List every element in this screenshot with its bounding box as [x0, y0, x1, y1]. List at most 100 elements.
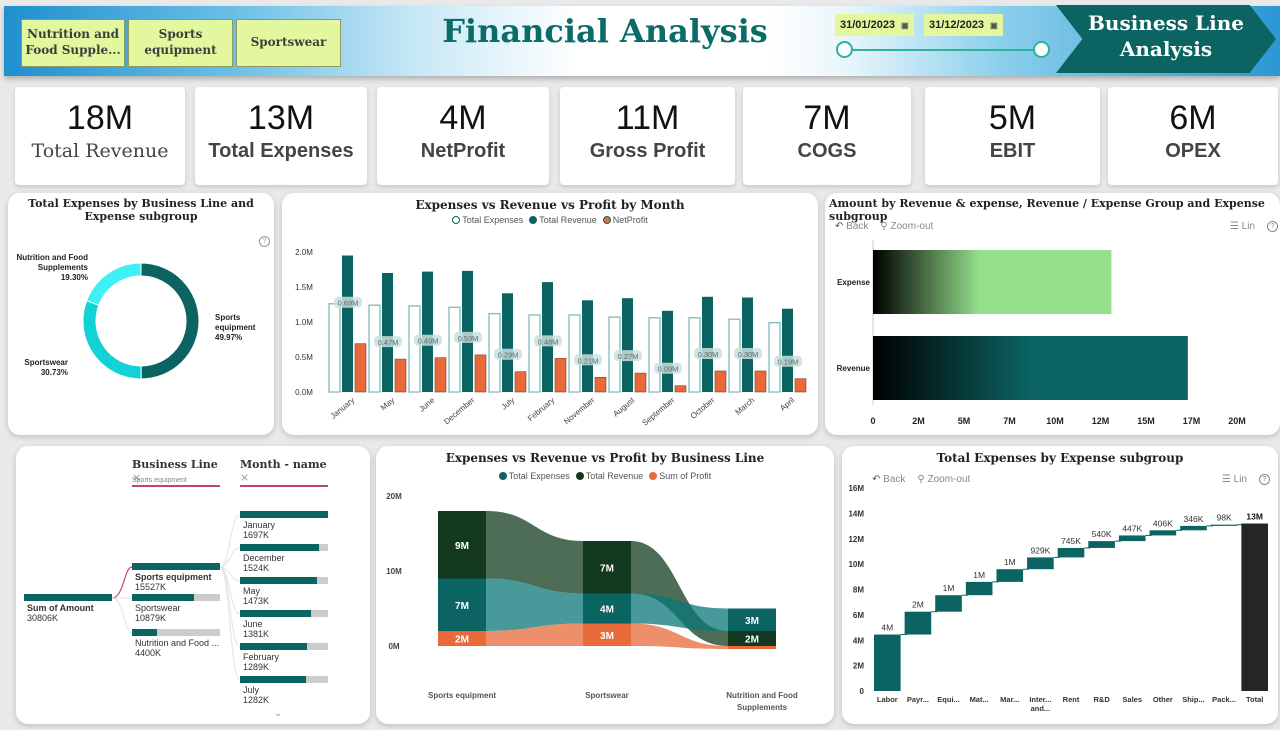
expense-bar	[368, 304, 381, 393]
legend-item[interactable]: Sum of Profit	[649, 471, 711, 481]
kpi-label: OPEX	[1165, 140, 1221, 162]
revenue-bar	[382, 273, 393, 392]
end-date-input[interactable]: 31/12/2023 ▣	[924, 14, 1003, 36]
x-tick-label: January	[329, 396, 357, 421]
node-value: 1473K	[243, 596, 270, 607]
data-label-bg	[414, 334, 442, 346]
node-name: Sum of Amount	[27, 603, 94, 613]
legend-item[interactable]: NetProfit	[602, 215, 648, 225]
month-node[interactable]	[240, 676, 328, 683]
legend-marker	[649, 472, 658, 480]
month-chart-panel: Expenses vs Revenue vs Profit by Month T…	[282, 193, 818, 435]
ribbon-chart: 0M 10M 20M 2M 7M 9M 3M 4M 7M 3M 2M Sports equipment…	[386, 492, 798, 712]
connector	[219, 547, 241, 568]
start-date-input[interactable]: 31/01/2023 ▣	[835, 14, 914, 36]
month-node[interactable]	[240, 544, 328, 551]
back-button[interactable]: ↶ Back	[835, 221, 868, 232]
date-range-end-handle[interactable]	[1033, 41, 1050, 58]
data-label: 346K	[1184, 514, 1204, 524]
y-tick-label: 1.5M	[295, 283, 313, 292]
x-tick-label: Total	[1246, 695, 1263, 704]
legend-item[interactable]: Total Expenses	[498, 471, 570, 481]
lin-label: Lin	[1233, 474, 1247, 485]
drill-toolbar: ↶ Back ⚲ Zoom-out	[872, 474, 970, 485]
node-bar-fill	[240, 610, 312, 617]
node-bar-fill	[132, 563, 220, 570]
data-label: 0.30M	[738, 350, 759, 359]
node-bar-fill	[132, 629, 157, 636]
legend-item[interactable]: Total Revenue	[575, 471, 643, 481]
node-label: December 1524K	[243, 553, 285, 574]
waterfall-bar	[1118, 535, 1146, 542]
y-tick-label: 0.0M	[295, 388, 313, 397]
waterfall-chart: 0 2M 4M 6M 8M 10M 12M 14M 16M 4M Labor 2M Payr... 1M E…	[848, 484, 1268, 713]
legend-label: Total Revenue	[539, 215, 597, 225]
waterfall-bar	[1027, 557, 1054, 570]
x-tick-label: Inter...	[1029, 695, 1051, 704]
data-label: 0.30M	[698, 350, 719, 359]
profit-bar	[674, 385, 687, 393]
help-icon[interactable]: ?	[1267, 221, 1278, 232]
x-tick-label: March	[733, 396, 756, 417]
profit-bar	[474, 354, 487, 393]
data-label: 98K	[1217, 513, 1232, 523]
business-line-node[interactable]	[132, 629, 220, 636]
ribbon-band	[486, 511, 583, 594]
date-range-track	[845, 49, 1041, 51]
donut-label: Sportswear	[24, 358, 68, 367]
data-label: 0.19M	[778, 358, 799, 367]
bar	[873, 250, 1112, 314]
month-node[interactable]	[240, 577, 328, 584]
zoom-out-button[interactable]: ⚲ Zoom-out	[880, 221, 933, 232]
node-value: 1282K	[243, 695, 270, 706]
x-tick-label: Rent	[1063, 695, 1080, 704]
remove-level-icon[interactable]: ×	[240, 471, 250, 484]
scroll-down-icon[interactable]: ⌄	[274, 708, 283, 719]
date-range-start-handle[interactable]	[836, 41, 853, 58]
back-button[interactable]: ↶ Back	[872, 474, 905, 485]
kpi-value: 13M	[247, 99, 315, 137]
lin-scale-button[interactable]: ☰ Lin	[1230, 221, 1255, 232]
legend-item[interactable]: Total Revenue	[529, 215, 597, 225]
business-line-level-header[interactable]: Business Line ×	[132, 458, 220, 487]
month-node[interactable]	[240, 511, 328, 518]
help-icon[interactable]: ?	[1259, 474, 1270, 485]
amount-bar-chart: Expense Revenue 0 2M 5M 7M 10M 12M 15M 17M 20M	[837, 240, 1246, 426]
month-bar-chart: 0.0M 0.5M 1.0M 1.5M 2.0M 0.69M January 0.47M May…	[295, 248, 807, 428]
y-tick-label: 4M	[853, 636, 864, 645]
node-label: Sum of Amount 30806K	[27, 603, 94, 624]
banner-line1: Business Line	[1088, 11, 1244, 35]
zoom-out-button[interactable]: ⚲ Zoom-out	[917, 474, 970, 485]
month-node[interactable]	[240, 643, 328, 650]
slicer-sportswear[interactable]: Sportswear	[236, 19, 341, 67]
ribbon-data-label: 7M	[455, 601, 469, 612]
x-tick-label: 5M	[958, 416, 971, 426]
month-level-header[interactable]: Month - name ×	[240, 458, 328, 487]
business-line-node[interactable]	[132, 594, 220, 601]
connector	[111, 597, 133, 634]
help-icon[interactable]: ?	[259, 236, 270, 247]
donut-label: equipment	[215, 323, 256, 332]
revenue-bar	[702, 296, 713, 392]
donut-slice	[140, 262, 200, 380]
month-node[interactable]	[240, 610, 328, 617]
revenue-bar	[502, 293, 513, 392]
y-tick-label: Revenue	[837, 364, 871, 373]
node-value: 30806K	[27, 613, 59, 624]
data-label-bg	[694, 348, 722, 359]
ribbon-column-segment	[728, 631, 776, 646]
slicer-nutrition[interactable]: Nutrition and Food Supple...	[21, 19, 125, 67]
node-value: 15527K	[135, 582, 167, 593]
ribbon-data-label: 9M	[455, 541, 469, 552]
business-line-node[interactable]	[132, 563, 220, 570]
data-label-bg	[334, 296, 362, 308]
node-label: May 1473K	[243, 586, 269, 607]
lin-scale-button[interactable]: ☰ Lin	[1222, 474, 1247, 485]
x-tick-label: 0	[870, 416, 875, 426]
remove-level-icon[interactable]: ×	[132, 471, 142, 484]
calendar-icon: ▣	[901, 20, 909, 30]
slicer-sports-equipment[interactable]: Sports equipment	[128, 19, 233, 67]
root-node[interactable]	[24, 594, 112, 601]
legend-item[interactable]: Total Expenses	[452, 215, 523, 225]
y-tick-label: 0.5M	[295, 353, 313, 362]
